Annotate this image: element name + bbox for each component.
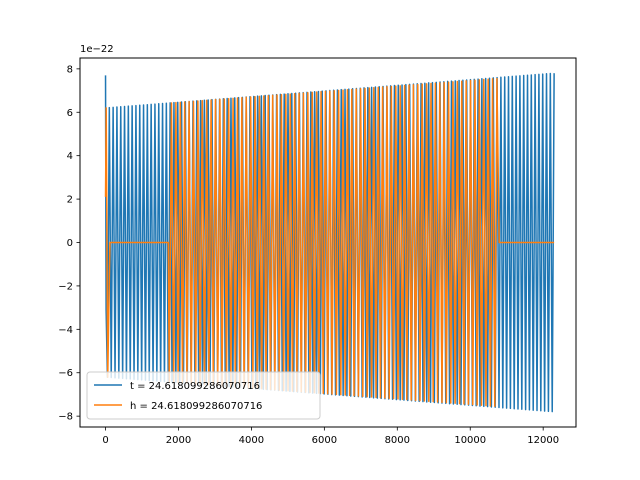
x-tick-label: 4000 [239,435,264,446]
x-tick-label: 12000 [527,435,559,446]
series-line-h [104,77,555,408]
legend-label: h = 24.618099286070716 [130,401,262,412]
plot-area [104,72,555,413]
x-tick-label: 6000 [312,435,337,446]
y-offset-label: 1e−22 [80,44,114,55]
y-tick-label: −4 [58,325,73,336]
series-group [104,72,555,413]
x-tick-label: 10000 [454,435,486,446]
y-tick-label: 0 [67,238,73,249]
legend-label: t = 24.618099286070716 [130,381,260,392]
legend: t = 24.618099286070716 h = 24.61809928607… [86,371,321,420]
y-tick-label: 2 [67,195,73,206]
y-tick-label: 8 [67,64,73,75]
axes: 0 2000 4000 6000 8000 10000 12000 −8 −6 −4 −2 0 2 4 6 8 [58,57,577,446]
y-tick-label: −6 [58,368,73,379]
legend-box [86,371,321,420]
y-tick-label: 6 [67,108,73,119]
y-tick-label: 4 [67,151,73,162]
y-tick-label: −2 [58,281,73,292]
x-tick-label: 8000 [385,435,410,446]
x-tick-label: 0 [102,435,108,446]
x-tick-label: 2000 [166,435,191,446]
y-tick-label: −8 [58,412,73,423]
